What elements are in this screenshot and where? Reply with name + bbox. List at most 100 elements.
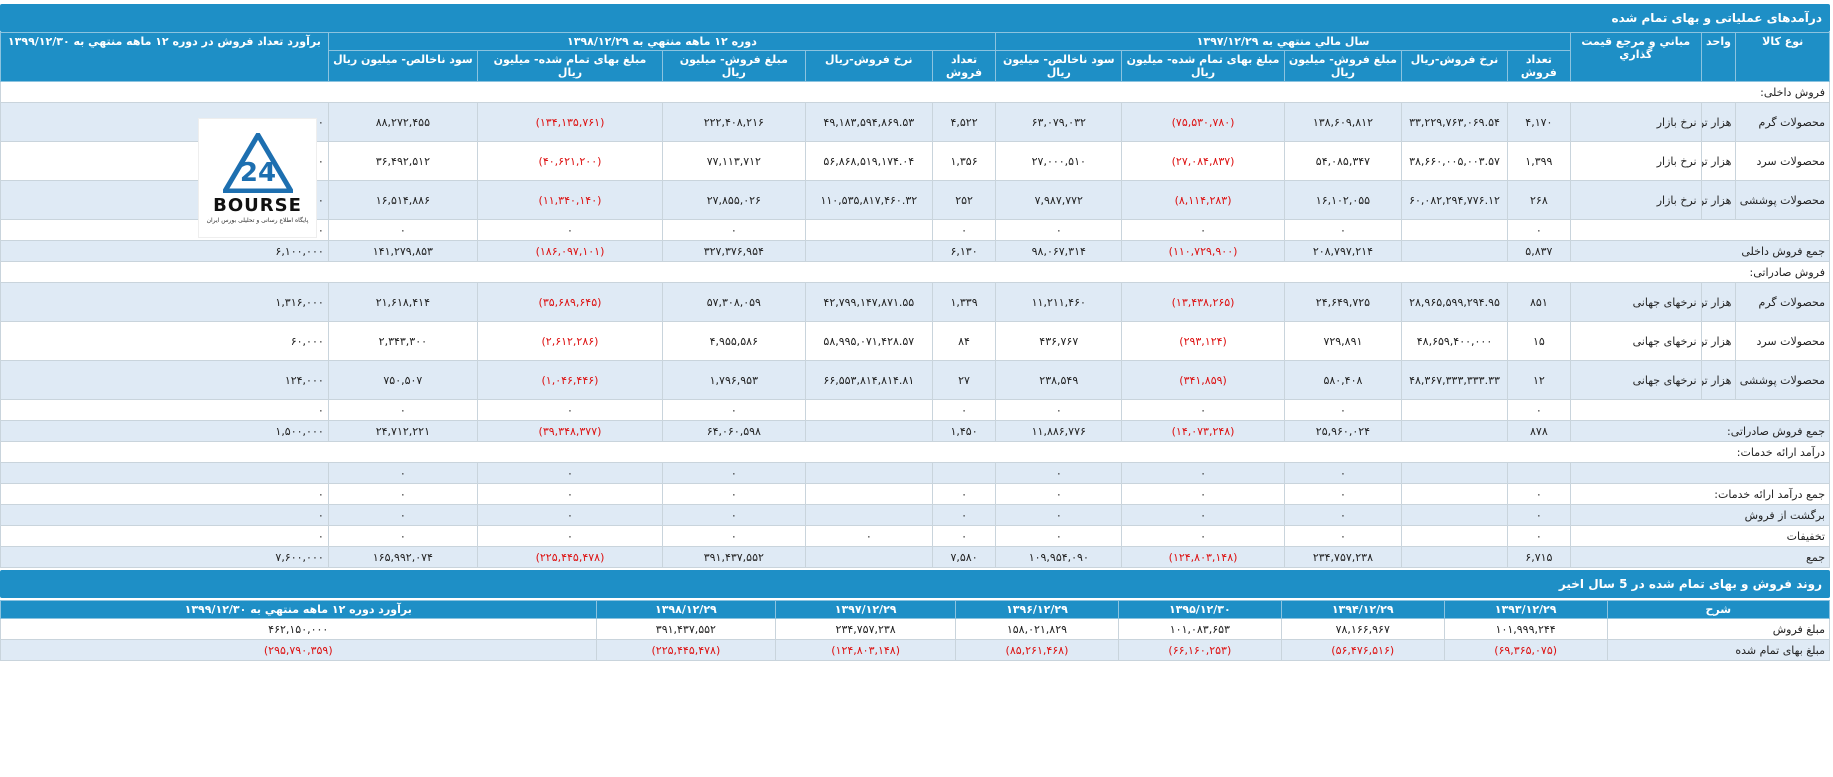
row-label: جمع <box>1569 546 1831 568</box>
period-b-value: ۰ <box>327 504 478 526</box>
col-description: شرح <box>1606 600 1831 619</box>
period-b-value <box>931 462 997 484</box>
period-b-value: ۷۵۰,۵۰۷ <box>327 360 478 400</box>
period-b-value: ۲۱,۶۱۸,۴۱۴ <box>327 282 478 322</box>
col-period-a: سال مالي منتهي به ۱۳۹۷/۱۲/۲۹ <box>995 32 1571 51</box>
period-b-value: ۵۶,۸۶۸,۵۱۹,۱۷۴.۰۴ <box>804 141 933 181</box>
period-b-value: ۰ <box>327 483 478 505</box>
section1-title: درآمدهای عملیاتی و بهای تمام شده <box>0 4 1830 32</box>
period-b-value: ۳۹۱,۴۳۷,۵۵۲ <box>662 546 806 568</box>
period-b-value: (۳۹,۳۴۸,۳۷۷) <box>476 420 664 442</box>
period-b-value: (۴۰,۶۲۱,۲۰۰) <box>476 141 664 181</box>
period-b-value: ۱,۷۹۶,۹۵۳ <box>662 360 806 400</box>
period-a-value: ۹۸,۰۶۷,۳۱۴ <box>995 240 1123 262</box>
period-a-value: ۱۱,۲۱۱,۴۶۰ <box>995 282 1123 322</box>
period-a-value: ۲۳۸,۵۴۹ <box>995 360 1123 400</box>
table-row: مبلغ فروش ۱۰۱,۹۹۹,۲۴۴ ۷۸,۱۶۶,۹۶۷ ۱۰۱,۰۸۳,۶۵… <box>0 618 1831 640</box>
period-b-value <box>804 219 933 241</box>
period-b-value <box>804 420 933 442</box>
table-row: تخفیفات ۰ ۰ ۰ ۰ ۰ ۰ ۰ ۰ ۰ ۰ <box>0 525 1831 547</box>
table-row: برگشت از فروش ۰ ۰ ۰ ۰ ۰ ۰ ۰ ۰ ۰ <box>0 504 1831 526</box>
estimate-value: ۷,۶۰۰,۰۰۰ <box>0 546 329 568</box>
period-a-value: ۶۳,۰۷۹,۰۳۲ <box>995 102 1123 142</box>
period-a-value: ۲۵,۹۶۰,۰۲۴ <box>1283 420 1403 442</box>
section-label: درآمد ارائه خدمات: <box>0 441 1830 463</box>
period-b-value <box>804 240 933 262</box>
period-a-value: (۱۲۴,۸۰۳,۱۴۸) <box>1121 546 1285 568</box>
estimate-value: ۶,۱۰۰,۰۰۰ <box>0 240 329 262</box>
period-b-value: (۱۳۴,۱۳۵,۷۶۱) <box>476 102 664 142</box>
estimate-value: ۱,۳۱۶,۰۰۰ <box>0 282 329 322</box>
period-a-value: ۰ <box>1121 525 1285 547</box>
col-year: ۱۳۹۵/۱۲/۳۰ <box>1117 600 1282 619</box>
period-b-value: (۳۵,۶۸۹,۶۴۵) <box>476 282 664 322</box>
year-value: (۲۲۵,۴۴۵,۴۷۸) <box>595 639 777 661</box>
empty-cell <box>1569 399 1831 421</box>
col-year: برآورد دوره ۱۲ ماهه منتهي به ۱۳۹۹/۱۲/۳۰ <box>0 600 597 619</box>
row-label: جمع درآمد ارائه خدمات: <box>1569 483 1831 505</box>
product-cell: محصولات سرد <box>1735 141 1830 181</box>
year-value: ۳۹۱,۴۳۷,۵۵۲ <box>595 618 777 640</box>
period-b-value: ۰ <box>931 483 997 505</box>
unit-cell: هزار تن <box>1700 180 1737 220</box>
col-basis: مباني و مرجع قيمت گذاري <box>1569 32 1702 82</box>
period-a-value: ۰ <box>1121 504 1285 526</box>
period-a-value: ۴,۱۷۰ <box>1506 102 1571 142</box>
period-a-value <box>1401 219 1508 241</box>
year-value: ۱۰۱,۹۹۹,۲۴۴ <box>1443 618 1608 640</box>
col-period-b: دوره ۱۲ ماهه منتهي به ۱۳۹۸/۱۲/۲۹ <box>327 32 997 51</box>
table-row: فروش صادراتی: <box>0 261 1830 283</box>
basis-cell: نرخهای جهانی <box>1569 282 1702 322</box>
period-a-value <box>1401 240 1508 262</box>
period-a-value: ۵,۸۳۷ <box>1506 240 1571 262</box>
period-b-value: (۱۸۶,۰۹۷,۱۰۱) <box>476 240 664 262</box>
bourse24-mark-icon: 24 <box>222 132 293 193</box>
period-b-value: ۸۸,۲۷۲,۴۵۵ <box>327 102 478 142</box>
period-b-value: ۵۷,۳۰۸,۰۵۹ <box>662 282 806 322</box>
estimate-value: ۱۲۴,۰۰۰ <box>0 360 329 400</box>
unit-cell: هزار تن <box>1700 282 1737 322</box>
period-b-value: ۰ <box>662 219 806 241</box>
period-a-value <box>1506 462 1571 484</box>
period-b-value: ۰ <box>931 399 997 421</box>
period-a-value: ۰ <box>1283 462 1403 484</box>
row-label: برگشت از فروش <box>1569 504 1831 526</box>
period-a-value: ۸۵۱ <box>1506 282 1571 322</box>
estimate-value: ۰ <box>0 504 329 526</box>
period-a-value: (۱۳,۴۳۸,۲۶۵) <box>1121 282 1285 322</box>
period-b-value: (۱۱,۳۴۰,۱۴۰) <box>476 180 664 220</box>
period-a-value: ۱۳۸,۶۰۹,۸۱۲ <box>1283 102 1403 142</box>
period-b-value <box>804 462 933 484</box>
period-a-value: ۱۱,۸۸۶,۷۷۶ <box>995 420 1123 442</box>
col-a-qty: تعداد فروش <box>1506 50 1571 82</box>
period-a-value: ۰ <box>1506 399 1571 421</box>
period-a-value <box>1401 462 1508 484</box>
period-a-value: ۲۷,۰۰۰,۵۱۰ <box>995 141 1123 181</box>
year-value: (۶۶,۱۶۰,۲۵۳) <box>1117 639 1282 661</box>
period-b-value <box>804 504 933 526</box>
estimate-value: ۱,۵۰۰,۰۰۰ <box>0 420 329 442</box>
period-b-value: ۰ <box>662 483 806 505</box>
product-cell: محصولات گرم <box>1735 282 1830 322</box>
period-b-value: ۱,۳۵۶ <box>931 141 997 181</box>
period-a-value: ۰ <box>995 219 1123 241</box>
period-b-value <box>804 546 933 568</box>
period-b-value: ۰ <box>931 504 997 526</box>
period-a-value: ۰ <box>1121 483 1285 505</box>
period-a-value: ۴۸,۳۶۷,۳۳۳,۳۳۳.۳۳ <box>1401 360 1508 400</box>
table-row: جمع ۶,۷۱۵ ۲۳۴,۷۵۷,۲۳۸ (۱۲۴,۸۰۳,۱۴۸) ۱۰۹,۹۵۴,… <box>0 546 1831 568</box>
empty-cell <box>1569 219 1831 241</box>
period-b-value: ۲۷ <box>931 360 997 400</box>
period-b-value: (۲,۶۱۲,۲۸۶) <box>476 321 664 361</box>
period-b-value: ۰ <box>476 462 664 484</box>
period-a-value: ۳۳,۲۲۹,۷۶۳,۰۶۹.۵۴ <box>1401 102 1508 142</box>
period-b-value <box>804 483 933 505</box>
period-a-value: ۱۶,۱۰۲,۰۵۵ <box>1283 180 1403 220</box>
period-b-value: ۱۶,۵۱۴,۸۸۶ <box>327 180 478 220</box>
period-b-value: ۱,۳۳۹ <box>931 282 997 322</box>
year-value: (۵۶,۴۷۶,۵۱۶) <box>1280 639 1445 661</box>
